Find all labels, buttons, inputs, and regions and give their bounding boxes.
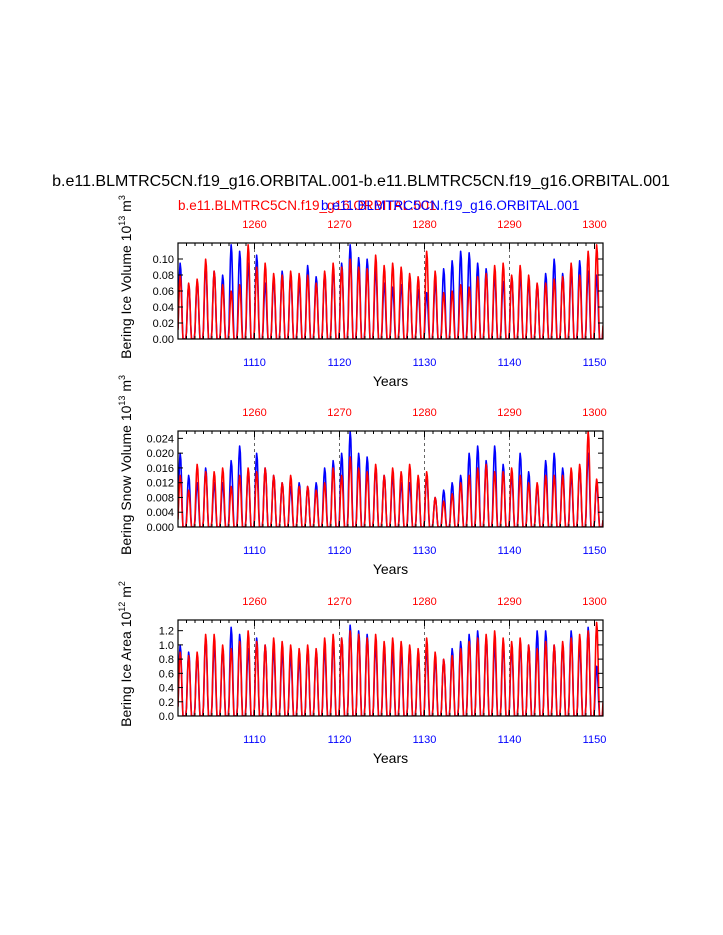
y-tick-label: 0.004 [146,507,174,519]
x-top-tick-label: 1270 [327,407,351,419]
y-tick-label: 0.000 [146,522,174,534]
x-top-tick-label: 1260 [242,596,266,608]
y-tick-label: 0.008 [146,492,174,504]
x-top-tick-label: 1300 [582,407,606,419]
x-bottom-tick-label: 1120 [328,357,352,369]
chart-panel-ice_volume: 0.00 0.02 0.04 0.06 0.08 0.10 1110 1120 1130 1140… [117,195,607,389]
chart-panel-ice_area: 0.0 0.2 0.4 0.6 0.8 1.0 1.2 1110 1120 1130 1140 115… [117,581,607,766]
x-axis-label: Years [373,373,408,389]
legend-red-label: b.e11.BLMTRC5CN.f19_g16.ORBITAL.001 [178,198,436,213]
y-label-exponent: 13 [117,396,127,406]
y-tick-label: 0.02 [153,318,174,330]
x-top-tick-label: 1290 [497,219,521,231]
y-tick-label: 0.020 [146,448,174,460]
y-label-exponent: 12 [117,602,127,612]
y-tick-label: 0.012 [146,478,174,490]
x-axis-label: Years [373,750,408,766]
x-top-tick-label: 1260 [242,219,266,231]
x-bottom-tick-label: 1130 [413,734,437,746]
y-tick-label: 1.0 [159,640,174,652]
x-top-tick-label: 1270 [327,219,351,231]
y-tick-label: 0.8 [159,654,174,666]
legend-blue-label: b.e11.BLMTRC5CN.f19_g16.ORBITAL.001 [321,198,579,213]
x-top-tick-label: 1270 [327,596,351,608]
x-bottom-tick-label: 1130 [413,545,437,557]
x-bottom-tick-label: 1150 [583,357,607,369]
y-tick-label: 0.04 [153,302,174,314]
x-bottom-tick-label: 1120 [328,545,352,557]
y-tick-label: 0.4 [159,683,174,695]
series-line-red [178,431,603,527]
y-label-unit: m [118,200,134,216]
y-axis-label: Bering Snow Volume 1013 m3 [117,375,134,555]
x-bottom-tick-label: 1140 [498,357,522,369]
x-top-tick-label: 1300 [582,596,606,608]
x-top-tick-label: 1290 [497,407,521,419]
x-bottom-tick-label: 1120 [328,734,352,746]
y-tick-label: 0.00 [153,334,174,346]
y-label-exponent: 13 [117,216,127,226]
y-tick-label: 0.06 [153,286,174,298]
series-line-red [178,621,603,716]
y-label-unit-exponent: 2 [117,581,127,586]
y-tick-label: 0.016 [146,463,174,475]
y-label-unit-exponent: 3 [117,375,127,380]
x-bottom-tick-label: 1140 [498,734,522,746]
y-axis-label: Bering Ice Area 1012 m2 [117,581,134,727]
y-label-main: Bering Ice Volume 10 [118,226,134,359]
x-bottom-tick-label: 1130 [413,357,437,369]
y-axis-label: Bering Ice Volume 1013 m3 [117,195,134,359]
y-label-main: Bering Snow Volume 10 [118,405,134,555]
series-line-red [178,244,603,339]
y-label-unit: m [118,380,134,396]
y-tick-label: 0.10 [153,254,174,266]
x-axis-label: Years [373,561,408,577]
x-top-tick-label: 1290 [497,596,521,608]
y-tick-label: 1.2 [159,626,174,638]
y-label-unit-exponent: 3 [117,195,127,200]
y-tick-label: 0.6 [159,668,174,680]
x-bottom-tick-label: 1110 [243,545,266,557]
y-tick-label: 0.08 [153,270,174,282]
x-top-tick-label: 1260 [242,407,266,419]
y-tick-label: 0.024 [146,433,174,445]
x-bottom-tick-label: 1140 [498,545,522,557]
x-bottom-tick-label: 1110 [243,357,266,369]
x-top-tick-label: 1300 [582,219,606,231]
y-label-unit: m [118,586,134,602]
chart-panel-snow_volume: 0.000 0.004 0.008 0.012 0.016 0.020 0.024 1110 1… [117,375,607,577]
y-tick-label: 0.2 [159,697,174,709]
x-top-tick-label: 1280 [412,219,436,231]
x-top-tick-label: 1280 [412,407,436,419]
x-bottom-tick-label: 1150 [583,734,607,746]
y-tick-label: 0.0 [159,711,174,723]
x-top-tick-label: 1280 [412,596,436,608]
main-title: b.e11.BLMTRC5CN.f19_g16.ORBITAL.001-b.e1… [52,173,670,190]
y-label-main: Bering Ice Area 10 [118,611,134,726]
x-bottom-tick-label: 1150 [583,545,607,557]
x-bottom-tick-label: 1110 [243,734,266,746]
